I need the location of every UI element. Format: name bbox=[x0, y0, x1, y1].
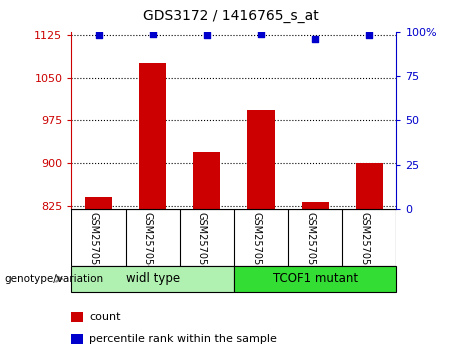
Bar bbox=[139, 63, 166, 209]
Point bbox=[203, 33, 211, 38]
Point bbox=[149, 31, 156, 36]
Text: percentile rank within the sample: percentile rank within the sample bbox=[89, 334, 277, 344]
Point bbox=[366, 33, 373, 38]
Text: genotype/variation: genotype/variation bbox=[5, 274, 104, 284]
Bar bbox=[248, 110, 275, 209]
Text: GSM257056: GSM257056 bbox=[197, 212, 207, 271]
Text: GSM257057: GSM257057 bbox=[360, 212, 369, 271]
Text: GSM257055: GSM257055 bbox=[305, 212, 315, 271]
Bar bbox=[193, 152, 220, 209]
Point bbox=[312, 36, 319, 42]
Bar bbox=[71, 334, 83, 344]
Bar bbox=[356, 162, 383, 209]
Point bbox=[257, 31, 265, 36]
Point bbox=[95, 33, 102, 38]
Text: GSM257052: GSM257052 bbox=[89, 212, 99, 271]
Text: widl type: widl type bbox=[126, 272, 180, 285]
Text: GSM257053: GSM257053 bbox=[251, 212, 261, 271]
Text: count: count bbox=[89, 312, 121, 322]
Bar bbox=[234, 266, 396, 292]
Text: TCOF1 mutant: TCOF1 mutant bbox=[272, 272, 358, 285]
Bar bbox=[71, 266, 234, 292]
Bar bbox=[301, 202, 329, 209]
Text: GDS3172 / 1416765_s_at: GDS3172 / 1416765_s_at bbox=[142, 9, 319, 23]
Bar bbox=[85, 198, 112, 209]
Text: GSM257054: GSM257054 bbox=[143, 212, 153, 271]
Bar bbox=[71, 312, 83, 322]
